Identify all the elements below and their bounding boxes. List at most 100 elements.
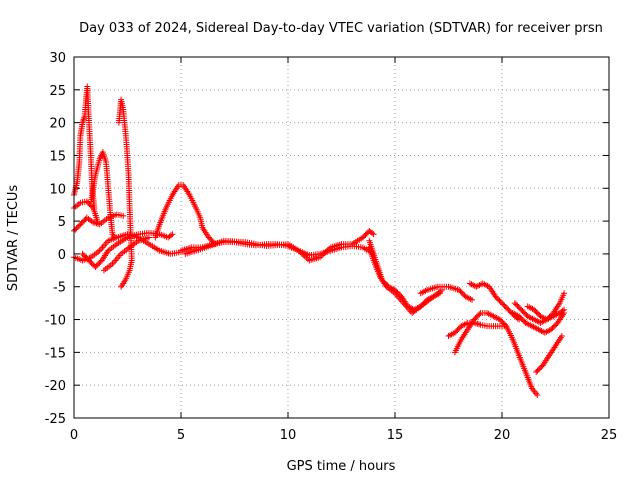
data-point bbox=[548, 326, 555, 333]
data-point bbox=[502, 304, 509, 311]
data-point bbox=[516, 305, 523, 312]
data-point bbox=[93, 262, 100, 269]
data-point bbox=[495, 296, 502, 303]
data-point bbox=[520, 309, 527, 316]
x-tick-label: 10 bbox=[280, 428, 297, 443]
data-point bbox=[493, 294, 500, 301]
data-point bbox=[72, 226, 79, 233]
x-tick-label: 5 bbox=[177, 428, 185, 443]
x-axis-label: GPS time / hours bbox=[287, 459, 396, 474]
y-tick-label: 15 bbox=[49, 149, 66, 164]
data-point bbox=[77, 221, 84, 228]
y-tick-label: 5 bbox=[58, 215, 66, 230]
series-trace-1 bbox=[71, 211, 127, 234]
data-point bbox=[94, 218, 101, 225]
series-trace-13 bbox=[366, 244, 446, 316]
data-point bbox=[359, 234, 366, 241]
data-point bbox=[453, 328, 460, 335]
plot-frame bbox=[73, 56, 610, 419]
data-point bbox=[558, 332, 565, 339]
data-point bbox=[522, 310, 529, 317]
data-point bbox=[96, 260, 103, 267]
data-point bbox=[533, 369, 540, 376]
data-point bbox=[499, 319, 506, 326]
data-point bbox=[547, 312, 554, 319]
data-point bbox=[532, 308, 539, 315]
data-point bbox=[561, 290, 568, 297]
data-point bbox=[73, 225, 80, 232]
data-point bbox=[496, 316, 503, 323]
data-point bbox=[363, 230, 370, 237]
y-tick-label: -10 bbox=[45, 314, 66, 329]
data-point bbox=[498, 317, 505, 324]
data-point bbox=[168, 232, 175, 239]
data-points bbox=[71, 83, 568, 399]
y-tick-label: -5 bbox=[53, 281, 66, 296]
data-point bbox=[78, 220, 85, 227]
series-trace-20 bbox=[533, 332, 565, 376]
y-tick-label: 25 bbox=[49, 84, 66, 99]
data-point bbox=[205, 234, 212, 241]
data-point bbox=[472, 315, 479, 322]
data-point bbox=[74, 223, 81, 230]
data-point bbox=[519, 308, 526, 315]
data-point bbox=[169, 231, 176, 238]
data-point bbox=[451, 329, 458, 336]
data-point bbox=[546, 313, 553, 320]
y-tick-label: -20 bbox=[45, 379, 66, 394]
data-point bbox=[561, 309, 568, 316]
data-point bbox=[361, 233, 368, 240]
data-point bbox=[91, 204, 98, 211]
data-point bbox=[552, 322, 559, 329]
data-point bbox=[369, 230, 376, 237]
y-axis-label: SDTVAR / TECUs bbox=[6, 185, 21, 292]
data-point bbox=[534, 367, 541, 374]
data-point bbox=[531, 306, 538, 313]
x-tick-label: 0 bbox=[70, 428, 78, 443]
data-point bbox=[500, 320, 507, 327]
data-point bbox=[411, 307, 418, 314]
y-tick-label: -15 bbox=[45, 346, 66, 361]
data-point bbox=[118, 283, 125, 290]
data-point bbox=[511, 300, 518, 307]
data-point bbox=[456, 287, 463, 294]
data-point bbox=[460, 290, 467, 297]
data-point bbox=[94, 261, 101, 268]
data-point bbox=[517, 314, 524, 321]
data-point bbox=[535, 366, 542, 373]
data-point bbox=[79, 218, 86, 225]
data-point bbox=[500, 301, 507, 308]
series-trace-21 bbox=[509, 309, 568, 336]
data-point bbox=[85, 199, 92, 206]
data-point bbox=[475, 312, 482, 319]
y-tick-label: -25 bbox=[45, 412, 66, 427]
data-point bbox=[513, 301, 520, 308]
data-point bbox=[469, 296, 476, 303]
data-point bbox=[476, 311, 483, 318]
data-point bbox=[550, 323, 557, 330]
data-point bbox=[504, 305, 511, 312]
series-trace-4 bbox=[88, 149, 118, 241]
series-trace-16 bbox=[451, 309, 541, 399]
data-point bbox=[549, 325, 556, 332]
data-point bbox=[515, 304, 522, 311]
data-point bbox=[370, 231, 377, 238]
data-point bbox=[458, 289, 465, 296]
data-point bbox=[501, 302, 508, 309]
data-point bbox=[81, 217, 88, 224]
data-point bbox=[496, 297, 503, 304]
axis-ticks: 0 5 10 15 20 25 30 25 20 15 10 5 0 -5 -10 -15 -20 -25 bbox=[45, 51, 618, 443]
data-point bbox=[120, 212, 127, 219]
grid-lines bbox=[74, 57, 609, 418]
data-point bbox=[518, 306, 525, 313]
data-point bbox=[88, 260, 95, 267]
x-tick-label: 15 bbox=[387, 428, 404, 443]
data-point bbox=[499, 300, 505, 307]
series-trace-3 bbox=[71, 83, 98, 211]
data-point bbox=[505, 306, 512, 313]
data-point bbox=[537, 365, 544, 372]
data-point bbox=[87, 258, 94, 265]
data-point bbox=[457, 288, 464, 295]
series-trace-19 bbox=[524, 290, 568, 323]
